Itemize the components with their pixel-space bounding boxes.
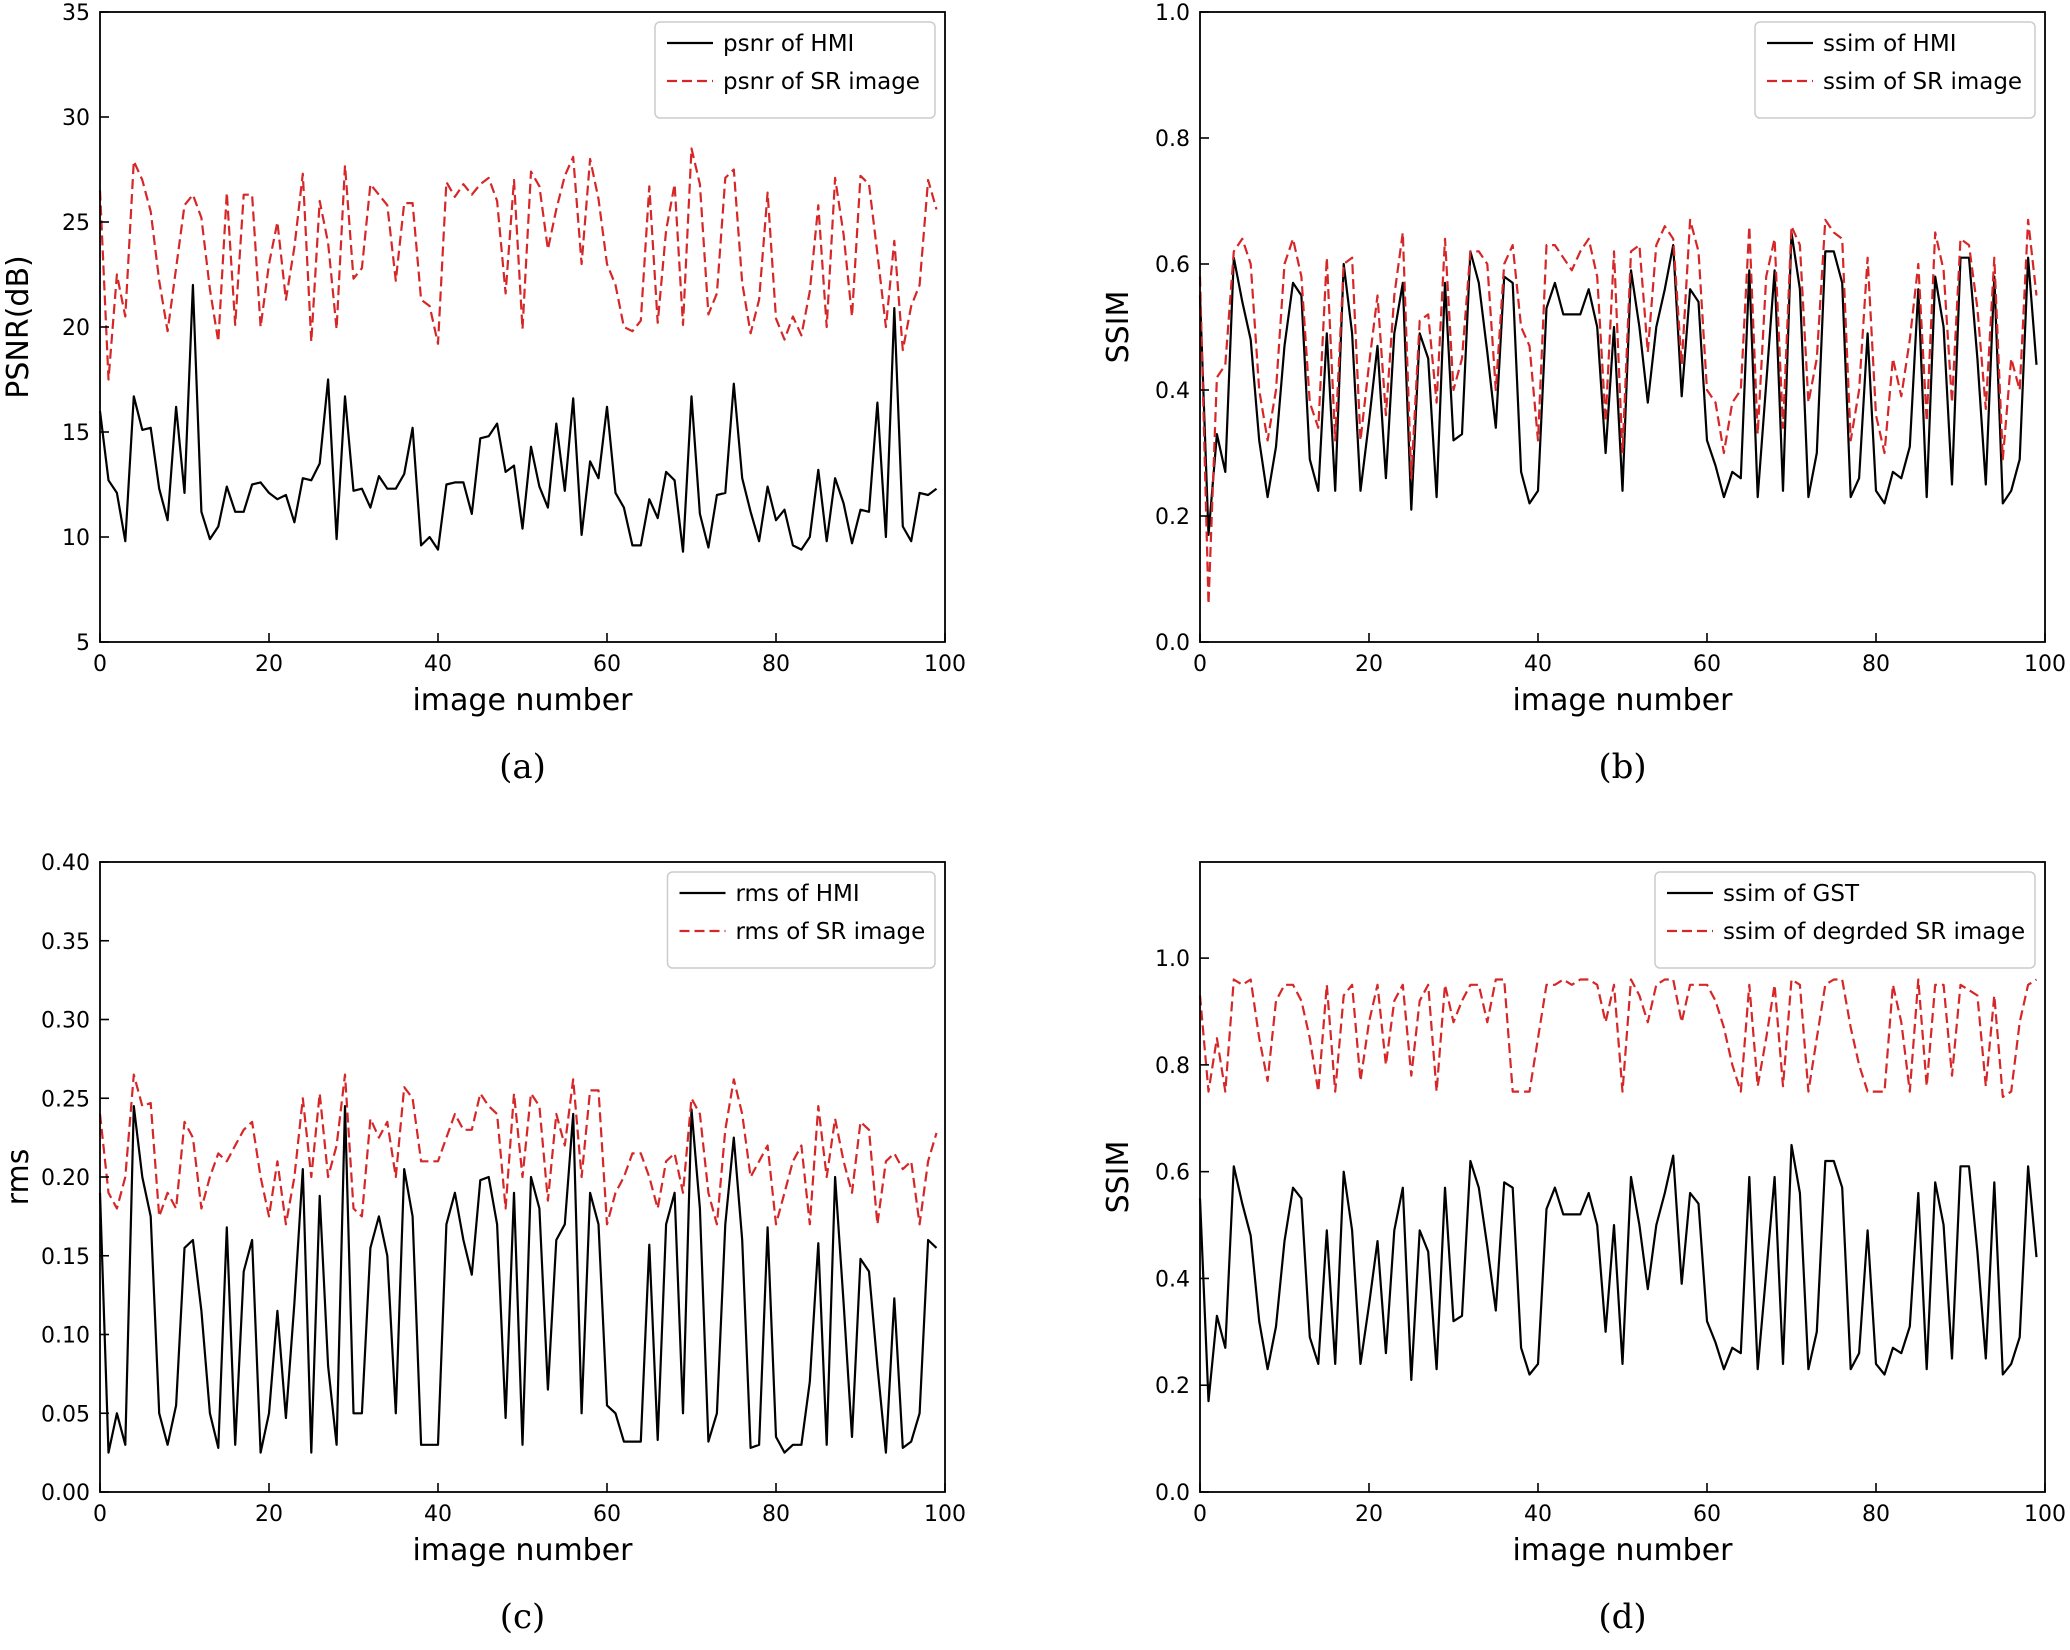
y-tick-label: 0.00	[41, 1481, 90, 1506]
series-line-sr	[98, 147, 938, 381]
x-tick-label: 100	[2024, 652, 2066, 677]
y-axis-label: rms	[1, 1149, 36, 1206]
chart-panel-b: (b) 0 20 40 60 80 100 0.0 0.2 0.4 0.6 0.8 1.0 image …	[1101, 1, 2066, 787]
caption-d: (d)	[1598, 1597, 1646, 1637]
y-tick-label: 15	[62, 421, 90, 446]
x-axis-label: image number	[412, 683, 633, 718]
y-axis-label: PSNR(dB)	[1, 255, 36, 398]
x-tick-label: 20	[1355, 1502, 1383, 1527]
x-tick-label: 40	[424, 652, 452, 677]
y-tick-label: 20	[62, 316, 90, 341]
y-tick-label: 5	[76, 631, 90, 656]
x-tick-label: 100	[924, 652, 966, 677]
x-tick-label: 20	[1355, 652, 1383, 677]
plot-frame	[1199, 11, 2046, 643]
y-tick-label: 0.05	[41, 1402, 90, 1427]
series-line-reference	[1198, 231, 2038, 537]
plot-frame	[1199, 861, 2046, 1493]
y-tick-label: 0.35	[41, 930, 90, 955]
series-line-reference	[1198, 1143, 2038, 1403]
legend-label: rms of HMI	[736, 881, 860, 907]
y-tick-label: 0.2	[1155, 1374, 1190, 1399]
y-tick-label: 0.6	[1155, 253, 1190, 278]
legend-box	[1654, 871, 2036, 969]
y-tick-label: 0.30	[41, 1009, 90, 1034]
y-tick-label: 0.6	[1155, 1161, 1190, 1186]
y-tick-label: 0.8	[1155, 1054, 1190, 1079]
x-tick-label: 80	[1862, 1502, 1890, 1527]
legend-label: ssim of HMI	[1823, 31, 1956, 57]
x-tick-label: 40	[1524, 652, 1552, 677]
chart-panel-d: (d) 0 20 40 60 80 100 0.0 0.2 0.4 0.6 0.8 1.0 image …	[1101, 861, 2066, 1637]
y-tick-label: 0.0	[1155, 631, 1190, 656]
x-axis-label: image number	[1512, 1533, 1733, 1568]
x-tick-label: 80	[762, 652, 790, 677]
x-tick-label: 60	[1693, 652, 1721, 677]
y-axis-label: SSIM	[1101, 1141, 1136, 1214]
chart-panel-c: (c) 0 20 40 60 80 100 0.00 0.05 0.10 0.15 0.20 0.25…	[1, 851, 966, 1637]
legend-label: ssim of degrded SR image	[1723, 919, 2025, 945]
x-tick-label: 40	[1524, 1502, 1552, 1527]
y-tick-label: 35	[62, 1, 90, 26]
series-line-reference	[98, 1104, 938, 1454]
y-tick-label: 0.2	[1155, 505, 1190, 530]
y-tick-label: 1.0	[1155, 947, 1190, 972]
x-tick-label: 100	[924, 1502, 966, 1527]
x-tick-label: 0	[93, 652, 107, 677]
legend-label: ssim of SR image	[1823, 69, 2022, 95]
legend-label: psnr of HMI	[723, 31, 854, 57]
x-tick-label: 60	[593, 652, 621, 677]
y-tick-label: 30	[62, 106, 90, 131]
x-tick-label: 100	[2024, 1502, 2066, 1527]
x-tick-label: 60	[1693, 1502, 1721, 1527]
y-tick-label: 0.4	[1155, 1267, 1190, 1292]
y-tick-label: 0.4	[1155, 379, 1190, 404]
x-axis-label: image number	[412, 1533, 633, 1568]
y-tick-label: 0.10	[41, 1324, 90, 1349]
y-axis-label: SSIM	[1101, 291, 1136, 364]
legend-label: psnr of SR image	[723, 69, 920, 95]
legend-label: rms of SR image	[736, 919, 926, 945]
x-tick-label: 0	[93, 1502, 107, 1527]
x-tick-label: 40	[424, 1502, 452, 1527]
caption-c: (c)	[500, 1597, 546, 1637]
series-line-sr	[1198, 978, 2038, 1099]
x-tick-label: 0	[1193, 652, 1207, 677]
legend-box	[1754, 21, 2036, 119]
x-tick-label: 80	[1862, 652, 1890, 677]
y-tick-label: 0.25	[41, 1087, 90, 1112]
x-tick-label: 0	[1193, 1502, 1207, 1527]
y-tick-label: 0.40	[41, 851, 90, 876]
x-axis-label: image number	[1512, 683, 1733, 718]
x-tick-label: 60	[593, 1502, 621, 1527]
y-tick-label: 0.20	[41, 1166, 90, 1191]
series-line-sr	[1198, 218, 2038, 606]
x-tick-label: 20	[255, 1502, 283, 1527]
chart-panel-a: (a) 0 20 40 60 80 100 5 10 15 20 25 30 35 image numbe…	[1, 1, 966, 787]
caption-a: (a)	[499, 747, 546, 787]
series-line-reference	[98, 283, 938, 553]
y-tick-label: 0.15	[41, 1245, 90, 1270]
legend-box	[654, 21, 936, 119]
y-tick-label: 0.0	[1155, 1481, 1190, 1506]
x-tick-label: 20	[255, 652, 283, 677]
legend-label: ssim of GST	[1723, 881, 1860, 907]
y-tick-label: 10	[62, 526, 90, 551]
legend-box	[666, 871, 936, 969]
y-tick-label: 25	[62, 211, 90, 236]
y-tick-label: 1.0	[1155, 1, 1190, 26]
x-tick-label: 80	[762, 1502, 790, 1527]
series-line-sr	[98, 1073, 938, 1226]
caption-b: (b)	[1598, 747, 1646, 787]
y-tick-label: 0.8	[1155, 127, 1190, 152]
